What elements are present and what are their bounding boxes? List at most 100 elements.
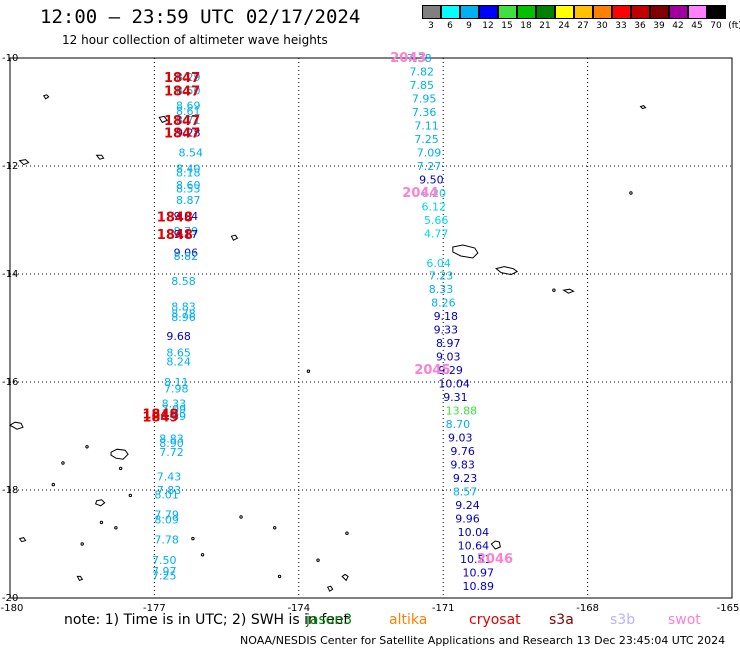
- wave-height-value: 7.78: [154, 534, 179, 547]
- legend-label: 15: [501, 21, 513, 31]
- wave-height-value: 8.61: [176, 105, 201, 118]
- y-tick-label: -10: [2, 53, 18, 64]
- islet-outline: [61, 461, 65, 465]
- legend-swatch: [669, 5, 688, 19]
- wave-height-value: 8.01: [154, 488, 179, 501]
- legend-label: 24: [558, 21, 570, 31]
- island-outline: [42, 94, 50, 100]
- x-tick-label: -171: [432, 603, 455, 614]
- wave-height-value: 10.51: [460, 553, 492, 566]
- wave-height-value: 8.58: [171, 275, 196, 288]
- wave-height-value: 9.50: [419, 174, 444, 187]
- y-tick-label: -16: [2, 377, 18, 388]
- islet-outline: [552, 288, 556, 292]
- pass-time: 2043: [390, 51, 426, 66]
- wave-height-value: 4.77: [424, 228, 449, 241]
- satellite-cryosat: cryosat: [469, 612, 521, 628]
- wave-height-value: 7.98: [164, 382, 189, 395]
- legend-label: 12: [482, 21, 494, 31]
- wave-height-value: 8.57: [453, 486, 478, 499]
- wave-height-value: 9.31: [443, 391, 468, 404]
- pass-time: 2044: [402, 186, 438, 201]
- legend-label: 42: [672, 21, 684, 31]
- legend-swatch: [707, 5, 726, 19]
- wave-height-value: 7.27: [417, 160, 442, 173]
- pass-time: 2046: [477, 552, 513, 567]
- satellite-swot: swot: [668, 612, 701, 628]
- islet-outline: [273, 526, 277, 530]
- wave-height-value: 8.65: [166, 346, 191, 359]
- wave-height-value: 7.85: [162, 407, 187, 420]
- map-border: [9, 57, 733, 599]
- wave-height-value: 8.50: [176, 84, 201, 97]
- credit-footer: NOAA/NESDIS Center for Satellite Applica…: [240, 634, 726, 647]
- wave-height-value: 8.40: [176, 163, 201, 176]
- legend-label: 6: [447, 21, 453, 31]
- map-title: 12:00 – 23:59 UTC 02/17/2024: [40, 6, 361, 28]
- wave-height-value: 9.24: [455, 499, 480, 512]
- wave-height-value: 6.04: [426, 257, 451, 270]
- islet-outline: [239, 515, 243, 519]
- legend-label: 39: [653, 21, 665, 31]
- islet-outline: [119, 466, 123, 471]
- wave-height-value: 8.83: [171, 300, 196, 313]
- wave-height-value: 9.76: [450, 445, 475, 458]
- x-tick-label: -168: [576, 603, 599, 614]
- islet-outline: [128, 493, 133, 498]
- legend-swatch: [593, 5, 612, 19]
- y-tick-label: -14: [2, 269, 18, 280]
- wave-height-value: 13.88: [446, 405, 478, 418]
- island-outline: [76, 575, 84, 582]
- island-outline: [18, 159, 30, 166]
- wave-height-value: 9.33: [434, 324, 459, 337]
- wave-height-value: 9.68: [166, 330, 191, 343]
- island-outline: [230, 234, 239, 241]
- wave-height-value: 7.36: [412, 106, 437, 119]
- legend-label: 21: [539, 21, 551, 31]
- island-outline: [495, 266, 519, 276]
- island-outline: [9, 421, 24, 430]
- islet-outline: [277, 574, 282, 579]
- legend-swatch: [536, 5, 555, 19]
- pass-time: 1847: [164, 84, 200, 99]
- pass-time: 1847: [164, 127, 200, 142]
- island-outline: [18, 537, 27, 543]
- wave-height-value: 9.23: [453, 472, 478, 485]
- wave-height-labels: 8.298.50 8.698.618.719.28 8.54 8.408.188.60…: [152, 52, 494, 593]
- axis-ticks: -180 -177 -174 -171 -168 -165 -10 -12 -14 -16 -18 -…: [1, 53, 740, 614]
- islet-outline: [51, 482, 56, 487]
- y-tick-label: -20: [2, 593, 18, 604]
- wave-height-value: 9.96: [455, 513, 480, 526]
- legend-label: 3: [428, 21, 434, 31]
- wave-height-value: 9.17: [174, 228, 199, 241]
- y-tick-label: -18: [2, 485, 18, 496]
- legend-swatch: [479, 5, 498, 19]
- wave-height-value: 8.11: [164, 376, 189, 389]
- wave-height-value: 7.99: [162, 403, 187, 416]
- islet-outline: [99, 520, 104, 525]
- legend-swatch: [441, 5, 460, 19]
- y-tick-label: -12: [2, 161, 18, 172]
- legend-swatch: [498, 5, 517, 19]
- wave-height-value: 9.03: [436, 351, 461, 364]
- wave-height-value: 7.25: [414, 133, 439, 146]
- wave-height-value: 8.90: [159, 437, 184, 450]
- pass-time: 1849: [142, 411, 178, 426]
- legend-label: 33: [615, 21, 627, 31]
- islet-outline: [345, 531, 349, 535]
- wave-height-value: 8.82: [174, 250, 199, 263]
- legend-swatch: [555, 5, 574, 19]
- x-tick-label: -174: [287, 603, 310, 614]
- wave-height-value: 9.03: [448, 432, 473, 445]
- islet-outline: [629, 191, 633, 195]
- wave-height-value: 8.33: [162, 398, 187, 411]
- legend-label: 30: [596, 21, 608, 31]
- legend-swatch: [688, 5, 707, 19]
- satellite-jason3: jason3: [306, 612, 353, 628]
- wave-height-value: 7.82: [410, 66, 435, 79]
- wave-height-value: 8.69: [176, 100, 201, 113]
- island-outline: [452, 244, 479, 259]
- legend-swatch: [460, 5, 479, 19]
- wave-height-value: 7.89: [162, 410, 187, 423]
- wave-height-value: 6.20: [422, 187, 447, 200]
